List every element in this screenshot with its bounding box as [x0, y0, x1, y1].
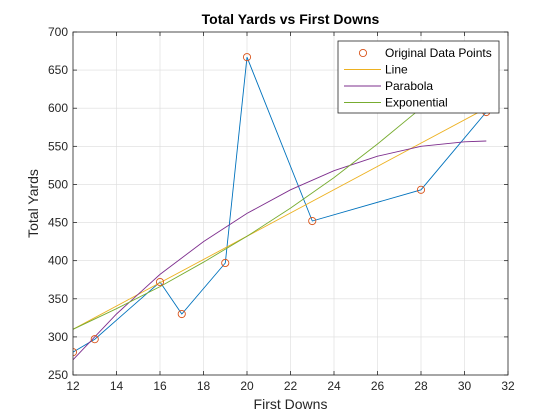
y-tick-label: 550	[48, 139, 68, 153]
legend-entry-label: Exponential	[385, 96, 448, 110]
fit-line-line	[73, 107, 487, 330]
data-point-marker	[90, 335, 99, 344]
x-axis-label: First Downs	[254, 396, 328, 412]
legend: Original Data Points Line Parabola Exponent…	[337, 40, 500, 114]
data-point-marker	[308, 216, 317, 226]
data-point-marker	[416, 185, 426, 194]
x-tick-label: 12	[66, 379, 80, 393]
data-points-connector	[73, 57, 487, 353]
legend-marker-icon	[358, 48, 368, 58]
y-tick-label: 450	[48, 216, 68, 230]
fit-parabola-line	[73, 140, 487, 361]
data-point-marker	[242, 53, 252, 62]
x-tick-label: 32	[501, 379, 515, 393]
data-point-marker	[177, 309, 186, 319]
y-axis-label: Total Yards	[25, 169, 41, 238]
x-tick-label: 22	[284, 379, 298, 393]
y-tick-label: 300	[48, 330, 68, 344]
legend-entry-label: Parabola	[385, 79, 433, 93]
ticks: 12 14 16 18 20 22 24 26 28 30 32 250 300 350 400 450 500…	[48, 25, 515, 393]
y-tick-label: 400	[48, 254, 68, 268]
x-tick-label: 26	[371, 379, 385, 393]
y-tick-label: 350	[48, 292, 68, 306]
legend-entry-label: Line	[385, 63, 408, 77]
x-tick-label: 18	[197, 379, 211, 393]
x-tick-label: 20	[240, 379, 254, 393]
chart-title: Total Yards vs First Downs	[202, 11, 380, 27]
x-tick-label: 30	[458, 379, 472, 393]
data-point-marker	[155, 277, 165, 287]
y-tick-label: 500	[48, 177, 68, 191]
x-tick-label: 28	[414, 379, 428, 393]
y-tick-label: 700	[48, 25, 68, 39]
x-tick-label: 16	[153, 379, 167, 393]
legend-box	[337, 40, 500, 114]
legend-entry-label: Original Data Points	[385, 46, 492, 60]
y-tick-label: 250	[48, 368, 68, 382]
y-tick-label: 650	[48, 63, 68, 77]
y-tick-label: 600	[48, 101, 68, 115]
x-tick-label: 14	[110, 379, 124, 393]
data-point-marker	[221, 258, 230, 268]
x-tick-label: 24	[327, 379, 341, 393]
